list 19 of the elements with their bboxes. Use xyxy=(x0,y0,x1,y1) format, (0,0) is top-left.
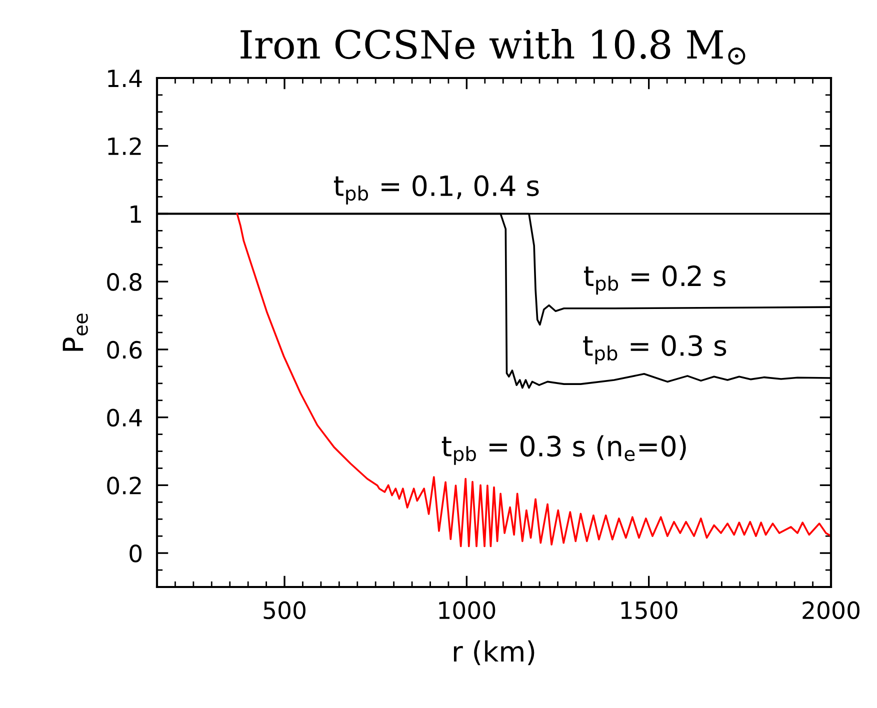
x-axis-title: r (km) xyxy=(454,640,534,666)
y-axis-title: P$_{ee}$ xyxy=(62,314,88,351)
series-label: t$_{pb}$ = 0.3 s (n$_{e}$=0) xyxy=(442,435,686,465)
series-label: t$_{pb}$ = 0.2 s xyxy=(584,265,726,295)
series-label: t$_{pb}$ = 0.1, 0.4 s xyxy=(334,175,539,204)
y-tick-label: 0 xyxy=(130,544,142,562)
y-tick-label: 0.8 xyxy=(107,273,142,291)
y-tick-label: 1.2 xyxy=(108,137,141,155)
y-tick-label: 1 xyxy=(130,205,141,223)
x-tick-label: 1500 xyxy=(621,601,678,620)
y-tick-label: 0.4 xyxy=(107,408,142,427)
x-tick-label: 1000 xyxy=(439,601,496,620)
y-tick-label: 1.4 xyxy=(108,70,142,87)
x-tick-label: 500 xyxy=(264,601,306,620)
chart-title: Iron CCSNe with 10.8 M$_{⊙}$ xyxy=(240,29,746,65)
y-tick-label: 0.6 xyxy=(107,340,142,359)
series-label: t$_{pb}$ = 0.3 s xyxy=(583,335,726,364)
y-tick-label: 0.2 xyxy=(107,476,141,495)
x-tick-label: 2000 xyxy=(802,601,860,620)
